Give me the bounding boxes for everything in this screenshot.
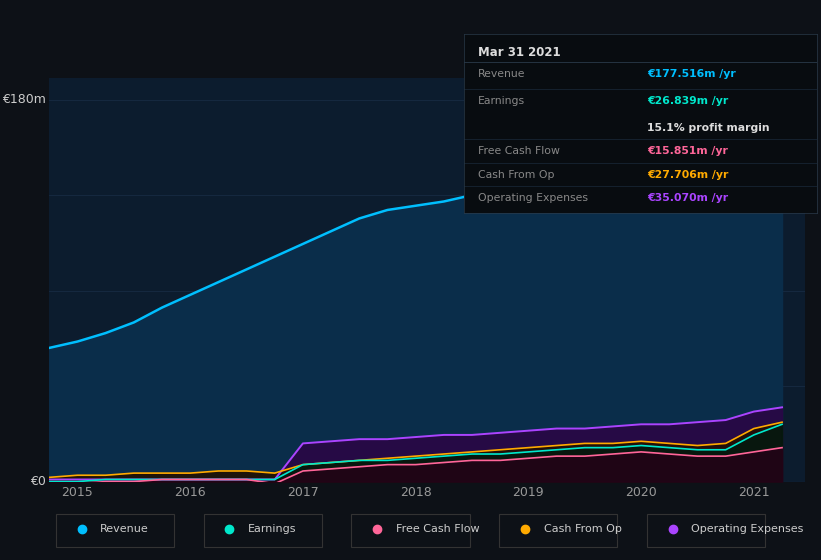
Text: Cash From Op: Cash From Op: [478, 170, 554, 180]
Text: Earnings: Earnings: [478, 96, 525, 106]
Text: Revenue: Revenue: [478, 69, 525, 80]
Text: Mar 31 2021: Mar 31 2021: [478, 46, 561, 59]
Text: €26.839m /yr: €26.839m /yr: [648, 96, 729, 106]
Text: Cash From Op: Cash From Op: [544, 524, 621, 534]
Text: €177.516m /yr: €177.516m /yr: [648, 69, 736, 80]
Text: Free Cash Flow: Free Cash Flow: [396, 524, 479, 534]
Text: Free Cash Flow: Free Cash Flow: [478, 147, 560, 156]
Text: Earnings: Earnings: [248, 524, 296, 534]
Text: Revenue: Revenue: [100, 524, 149, 534]
Text: €35.070m /yr: €35.070m /yr: [648, 193, 728, 203]
Text: €15.851m /yr: €15.851m /yr: [648, 147, 728, 156]
Text: €0: €0: [30, 475, 45, 488]
Text: 15.1% profit margin: 15.1% profit margin: [648, 123, 770, 133]
Text: €180m: €180m: [2, 93, 45, 106]
Text: Operating Expenses: Operating Expenses: [691, 524, 804, 534]
Text: €27.706m /yr: €27.706m /yr: [648, 170, 729, 180]
Text: Operating Expenses: Operating Expenses: [478, 193, 588, 203]
